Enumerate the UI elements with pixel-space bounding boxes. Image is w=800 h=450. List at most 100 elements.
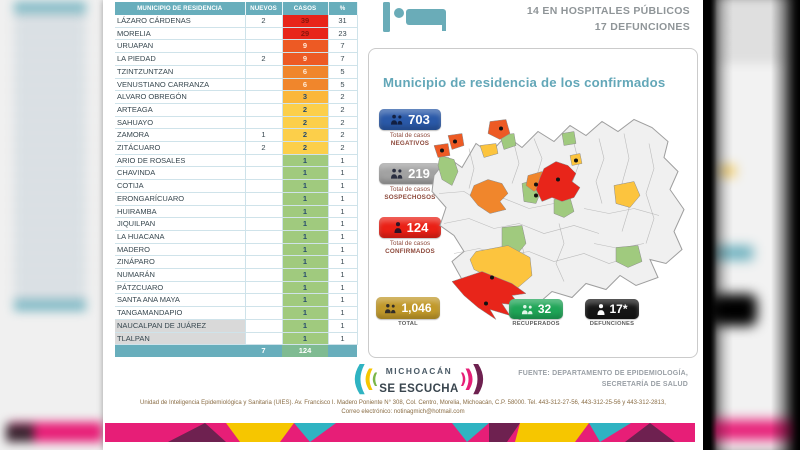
nuevos-value — [245, 230, 283, 244]
map-panel: Municipio de residencia de los confirmad… — [368, 48, 698, 358]
map-region-north-orange — [487, 119, 511, 140]
pct-value: 2 — [328, 141, 358, 155]
pct-value: 7 — [328, 52, 358, 66]
municipality-name: ALVARO OBREGÓN — [115, 90, 246, 104]
defunciones-badge: 17* — [585, 299, 639, 319]
nuevos-value: 1 — [245, 128, 283, 143]
people-icon — [391, 168, 403, 179]
nuevos-value — [245, 27, 283, 41]
table-row: ARTEAGA 2 2 — [115, 103, 358, 117]
municipality-name: SAHUAYO — [115, 116, 246, 130]
casos-value: 1 — [282, 255, 329, 270]
total-badge: 1,046 — [376, 297, 440, 319]
hospitalized-count: 14 EN HOSPITALES PÚBLICOS — [526, 5, 690, 17]
table-row: MADERO 1 1 — [115, 243, 358, 257]
nuevos-value — [245, 243, 283, 257]
nuevos-value — [245, 90, 283, 104]
casos-value: 6 — [282, 78, 329, 92]
table-row: URUAPAN 9 7 — [115, 39, 358, 54]
municipality-name: HUIRAMBA — [115, 205, 246, 219]
table-row: JIQUILPAN 1 1 — [115, 217, 358, 231]
map-region-lazaro-cardenas-red — [451, 271, 527, 320]
map-marker-dot — [453, 139, 457, 144]
casos-value: 3 — [282, 90, 329, 104]
nuevos-value — [245, 166, 283, 181]
casos-value: 1 — [282, 332, 329, 346]
municipality-name: MORELIA — [115, 27, 246, 41]
table-row: TLALPAN 1 1 — [115, 332, 358, 346]
casos-value: 1 — [282, 281, 329, 295]
municipality-name: MADERO — [115, 243, 246, 257]
table-row: ZINÁPARO 1 1 — [115, 255, 358, 270]
confirmados-badge: 124 — [379, 217, 441, 238]
logo-line1: MICHOACÁN — [385, 366, 453, 376]
stat-sospechosos: 219 Total de casos SOSPECHOSOS — [375, 163, 445, 202]
table-row: ZAMORA 1 2 2 — [115, 128, 358, 143]
table-total-row: 7 124 — [115, 344, 357, 357]
table-row: ZITÁCUARO 2 2 2 — [115, 141, 358, 155]
pct-value: 1 — [328, 293, 358, 308]
casos-value: 1 — [282, 243, 329, 257]
nuevos-value — [245, 268, 283, 282]
decorative-band — [105, 423, 695, 442]
stat-defunciones: 17* DEFUNCIONES — [573, 299, 651, 327]
nuevos-value: 2 — [245, 141, 283, 155]
table-row: LA HUACANA 1 1 — [115, 230, 358, 244]
pct-value: 2 — [328, 90, 358, 104]
map-marker-dot — [534, 182, 538, 187]
recuperados-badge: 32 — [509, 299, 563, 319]
pct-value: 1 — [328, 166, 358, 181]
table-row: CHAVINDA 1 1 — [115, 166, 358, 181]
blurred-right-margin — [703, 0, 800, 450]
total-nuevos: 7 — [245, 344, 282, 357]
nuevos-value — [245, 78, 283, 92]
table-row: MORELIA 29 23 — [115, 27, 358, 41]
nuevos-value — [245, 293, 283, 308]
sospechosos-value: 219 — [408, 166, 430, 181]
municipality-name: COTIJA — [115, 179, 246, 193]
col-header-pct: % — [328, 2, 358, 15]
person-icon — [597, 303, 606, 315]
map-region-east-yellow — [613, 181, 641, 208]
nuevos-value — [245, 255, 283, 270]
nuevos-value — [245, 39, 283, 54]
nuevos-value — [245, 281, 283, 295]
casos-value: 2 — [282, 103, 329, 117]
map-region-nw-yellow — [479, 143, 499, 158]
confirmados-value: 124 — [406, 220, 429, 235]
col-header-casos: CASOS — [282, 2, 329, 15]
casos-value: 1 — [282, 293, 329, 308]
pct-value: 1 — [328, 205, 358, 219]
michoacan-se-escucha-logo: ((( MICHOACÁN SE ESCUCHA ))) — [351, 359, 487, 399]
blurred-left-margin — [0, 0, 103, 450]
stat-confirmados: 124 Total de casos CONFIRMADOS — [375, 217, 445, 256]
casos-value: 39 — [282, 15, 329, 28]
pct-value: 1 — [328, 192, 358, 206]
municipality-name: JIQUILPAN — [115, 217, 246, 231]
person-icon — [394, 222, 402, 233]
table-row: VENUSTIANO CARRANZA 6 5 — [115, 78, 358, 92]
casos-value: 1 — [282, 166, 329, 181]
pct-value: 2 — [328, 128, 358, 143]
nuevos-value — [245, 103, 283, 117]
map-marker-dot — [440, 148, 444, 153]
sospechosos-badge: 219 — [379, 163, 441, 184]
municipality-name: LA PIEDAD — [115, 52, 246, 66]
pct-value: 1 — [328, 332, 358, 346]
municipality-name: ZITÁCUARO — [115, 141, 246, 155]
contact-footnote: Unidad de Inteligencia Epidemiológica y … — [140, 400, 666, 415]
pct-value: 2 — [328, 103, 358, 117]
stat-recuperados: 32 RECUPERADOS — [497, 299, 575, 327]
map-region-g-north-center — [561, 131, 577, 146]
logo-line2: SE ESCUCHA — [379, 383, 459, 395]
negativos-badge: 703 — [379, 109, 441, 130]
col-header-municipio: MUNICIPIO DE RESIDENCIA — [115, 2, 246, 15]
municipality-name: TLALPAN — [115, 332, 246, 346]
casos-value: 1 — [282, 205, 329, 219]
nuevos-value — [245, 217, 283, 231]
municipality-name: LA HUACANA — [115, 230, 246, 244]
casos-value: 1 — [282, 192, 329, 206]
table-row: LA PIEDAD 2 9 7 — [115, 52, 358, 66]
casos-value: 1 — [282, 179, 329, 193]
pct-value: 5 — [328, 78, 358, 92]
